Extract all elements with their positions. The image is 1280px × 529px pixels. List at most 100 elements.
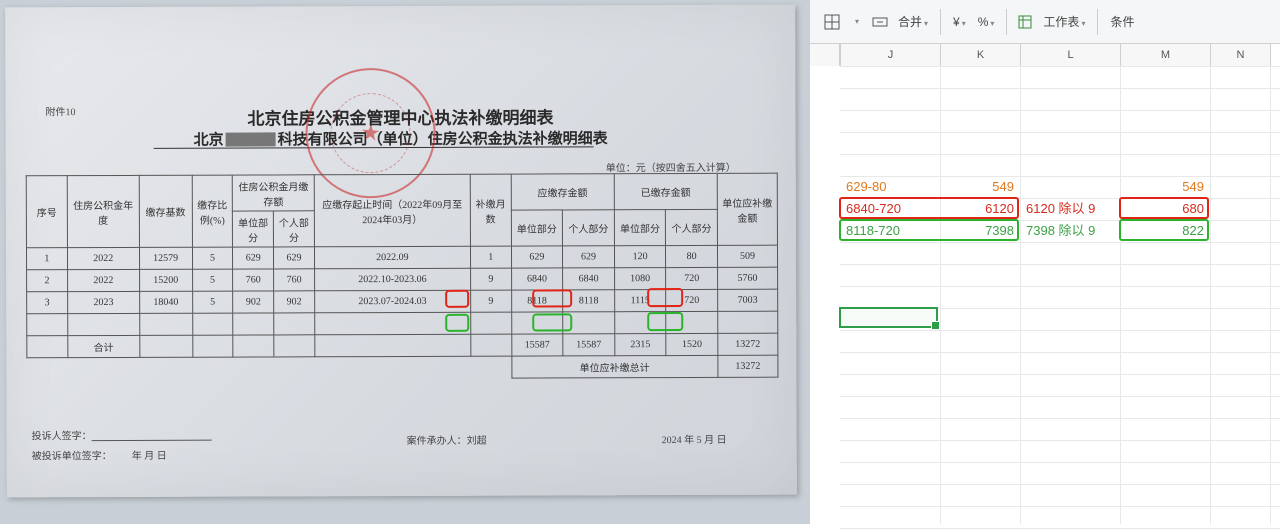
cell-months: 9	[470, 268, 511, 290]
respondent-sig-label: 被投诉单位签字：	[32, 451, 112, 462]
cell-M10[interactable]: 822	[1120, 220, 1210, 242]
cell-year: 2022	[67, 247, 139, 269]
complainant-sig-label: 投诉人签字：	[32, 431, 92, 442]
hdr-paid-person: 个人部分	[666, 209, 718, 245]
hdr-paid: 已缴存金额	[614, 173, 717, 209]
table-grand-row: 单位应补缴总计 13272	[27, 355, 778, 380]
total-pu: 2315	[615, 334, 667, 356]
cell-months: 1	[470, 246, 511, 268]
hdr-supp: 单位应补缴金额	[717, 173, 777, 245]
total-supp: 13272	[718, 333, 778, 355]
corner[interactable]	[810, 44, 840, 66]
cell-J8[interactable]: 629-80	[840, 176, 940, 198]
cell-mp: 902	[274, 291, 315, 313]
grand-total: 13272	[718, 355, 778, 377]
handler-label: 案件承办人：	[407, 436, 467, 447]
active-cell-selection[interactable]	[839, 307, 938, 328]
total-dp: 15587	[563, 334, 615, 356]
cell-pp: 720	[666, 267, 718, 289]
cell-mp: 760	[274, 269, 315, 291]
column-headers: JKLMN	[840, 44, 1280, 66]
cell-period: 2022.09	[314, 246, 470, 269]
hdr-months: 补缴月数	[470, 174, 511, 246]
cell-ratio: 5	[192, 291, 233, 313]
total-pp: 1520	[666, 333, 718, 355]
percent-dropdown[interactable]: %	[978, 15, 995, 29]
border-icon[interactable]	[822, 12, 842, 32]
cell-K10[interactable]: 7398	[940, 220, 1020, 242]
cell-base: 12579	[139, 247, 192, 269]
title2-prefix: 北京	[194, 133, 224, 149]
merge-icon[interactable]	[870, 12, 890, 32]
cell-du: 6840	[511, 268, 563, 290]
signature-area: 投诉人签字： 被投诉单位签字： 年 月 日	[32, 427, 212, 468]
hdr-due: 应缴存金额	[511, 174, 614, 210]
table-total-row: 合计 15587 15587 2315 1520 13272	[27, 333, 778, 358]
cell-M9[interactable]: 680	[1120, 198, 1210, 220]
cell-K8[interactable]: 549	[940, 176, 1020, 198]
cell-year: 2022	[67, 269, 139, 291]
currency-dropdown[interactable]: ¥	[953, 15, 966, 29]
detail-table: 序号 住房公积金年度 缴存基数 缴存比例(%) 住房公积金月缴存额 应缴存起止时…	[26, 173, 779, 381]
hdr-monthly-unit: 单位部分	[233, 211, 274, 247]
cell-supp: 5760	[717, 267, 777, 289]
cell-supp: 7003	[718, 289, 778, 311]
cell-mu: 629	[233, 247, 274, 269]
cell-ratio: 5	[192, 247, 233, 269]
cell-period: 2022.10-2023.06	[314, 268, 470, 291]
col-header-M[interactable]: M	[1121, 44, 1211, 66]
handler-line: 案件承办人：刘超	[407, 432, 487, 447]
merge-label[interactable]: 合并	[898, 13, 928, 30]
cell-seq: 1	[26, 248, 67, 270]
cell-du: 629	[511, 246, 563, 268]
col-header-J[interactable]: J	[841, 44, 941, 66]
total-label: 合计	[68, 335, 140, 357]
hdr-year: 住房公积金年度	[67, 175, 139, 247]
cell-grid[interactable]: 629-805495496840-72061206120 除以 96808118…	[840, 66, 1280, 524]
spreadsheet-pane: 合并 ¥ % 工作表 条件 JKLMN 629-805495496840-720…	[810, 0, 1280, 524]
hdr-due-person: 个人部分	[563, 210, 615, 246]
cell-J10[interactable]: 8118-720	[840, 220, 940, 242]
cell-du: 8118	[511, 290, 563, 312]
table-header-row-1: 序号 住房公积金年度 缴存基数 缴存比例(%) 住房公积金月缴存额 应缴存起止时…	[26, 173, 777, 212]
grand-label: 单位应补缴总计	[511, 355, 717, 378]
cell-mu: 902	[233, 291, 274, 313]
ribbon: 合并 ¥ % 工作表 条件	[810, 0, 1280, 44]
cell-dp: 8118	[563, 290, 615, 312]
cond-format-label[interactable]: 条件	[1110, 13, 1134, 30]
cell-period: 2023.07-2024.03	[315, 290, 471, 313]
worksheet-label[interactable]: 工作表	[1043, 13, 1085, 30]
border-dropdown[interactable]	[846, 12, 866, 32]
cell-base: 15200	[139, 269, 192, 291]
cell-supp: 509	[717, 245, 777, 267]
cell-K9[interactable]: 6120	[940, 198, 1020, 220]
table-row: 320231804059029022023.07-2024.0398118811…	[27, 289, 778, 314]
cell-dp: 629	[563, 246, 615, 268]
hdr-paid-unit: 单位部分	[614, 210, 666, 246]
cell-L9[interactable]: 6120 除以 9	[1020, 198, 1120, 220]
worksheet-icon[interactable]	[1015, 12, 1035, 32]
col-header-K[interactable]: K	[941, 44, 1021, 66]
cell-J9[interactable]: 6840-720	[840, 198, 940, 220]
cell-base: 18040	[139, 291, 192, 313]
cell-pu: 1115	[614, 290, 666, 312]
total-du: 15587	[511, 334, 563, 356]
cell-pu: 120	[614, 246, 666, 268]
cell-mp: 629	[274, 247, 315, 269]
col-header-L[interactable]: L	[1021, 44, 1121, 66]
table-empty-row	[27, 311, 778, 336]
cell-M8[interactable]: 549	[1120, 176, 1210, 198]
grid-area[interactable]: JKLMN 629-805495496840-72061206120 除以 96…	[810, 44, 1280, 524]
cell-pp: 720	[666, 289, 718, 311]
table-row: 120221257956296292022.09162962912080509	[26, 245, 777, 270]
col-header-N[interactable]: N	[1211, 44, 1271, 66]
document-photo: 附件10 北京住房公积金管理中心执法补缴明细表 北京科技有限公司（单位）住房公积…	[0, 0, 810, 524]
cell-seq: 3	[27, 292, 68, 314]
hdr-monthly-person: 个人部分	[273, 211, 314, 247]
cell-pu: 1080	[614, 268, 666, 290]
doc-date: 2024 年 5 月 日	[662, 431, 727, 446]
cell-pp: 80	[666, 245, 718, 267]
sig-date-tpl: 年 月 日	[132, 451, 167, 462]
hdr-period: 应缴存起止时间（2022年09月至2024年03月）	[314, 174, 470, 247]
cell-L10[interactable]: 7398 除以 9	[1020, 220, 1120, 242]
